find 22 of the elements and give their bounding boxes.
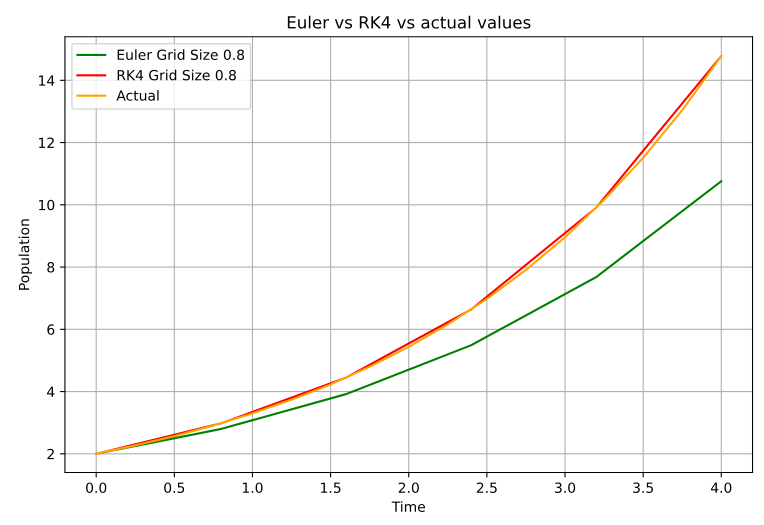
x-tick-label: 1.0 <box>242 482 263 493</box>
x-tick-label: 3.5 <box>633 482 653 493</box>
y-tick-label: 4 <box>47 386 54 397</box>
chart-title: Euler vs RK4 vs actual values <box>288 16 530 29</box>
y-tick-label: 6 <box>47 324 54 335</box>
legend-label: Euler Grid Size 0.8 <box>118 49 244 60</box>
y-tick-label: 14 <box>39 75 54 86</box>
y-tick-label: 8 <box>47 262 54 273</box>
x-tick-label: 2.5 <box>476 482 497 493</box>
legend-label: RK4 Grid Size 0.8 <box>118 70 236 80</box>
x-tick-label: 4.0 <box>710 482 732 493</box>
x-tick-label: 1.5 <box>321 482 340 493</box>
y-axis-title: Population <box>18 219 32 290</box>
x-tick-label: 3.0 <box>555 482 576 493</box>
x-tick-label: 0.5 <box>164 482 184 493</box>
x-tick-label: 0.0 <box>86 482 106 493</box>
y-tick-label: 12 <box>39 138 54 148</box>
x-axis-title: Time <box>392 501 425 512</box>
y-tick-label: 2 <box>47 448 54 460</box>
y-tick-label: 10 <box>39 200 54 210</box>
x-tick-label: 2.0 <box>398 482 419 493</box>
legend-label: Actual <box>116 90 159 101</box>
